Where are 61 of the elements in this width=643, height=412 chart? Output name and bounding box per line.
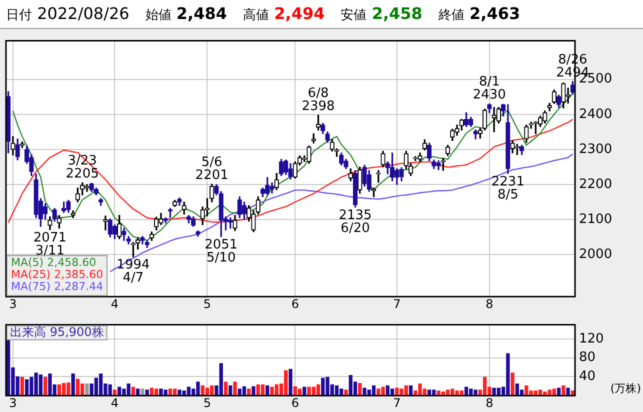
bar — [140, 388, 144, 396]
x-tick-label: 5 — [203, 296, 212, 311]
x-tick-label: 6 — [291, 296, 299, 311]
bar — [510, 372, 514, 396]
bar — [71, 374, 75, 396]
x-tick-label: 3 — [9, 396, 17, 410]
annotation: 2051 5/10 — [204, 238, 238, 266]
bar — [205, 388, 210, 396]
y-tick-label: 2300 — [579, 142, 612, 157]
annotation: 5/6 2201 — [195, 154, 228, 183]
annotation: 8/1 2430 — [472, 74, 506, 103]
bar — [85, 383, 89, 396]
x-tick-label: 5 — [203, 396, 212, 410]
bar — [344, 390, 348, 396]
text: 高値 2,494 — [243, 4, 325, 23]
y-tick-label: 40 — [579, 369, 596, 384]
bar — [94, 378, 98, 396]
annotation: 2135 6/20 — [338, 208, 372, 236]
text: 日付 2022/08/26 — [6, 4, 130, 23]
x-tick-label: 7 — [393, 396, 401, 410]
bar — [316, 384, 320, 396]
y-tick-label: 2000 — [579, 246, 612, 262]
bar — [562, 385, 566, 396]
x-tick-label: 3 — [9, 296, 17, 311]
x-tick-label: 4 — [110, 296, 119, 311]
x-tick-label: 8 — [486, 396, 494, 410]
y-tick-label: 80 — [579, 350, 596, 366]
y-tick-label: 2400 — [579, 106, 612, 122]
bar — [57, 384, 62, 396]
bar — [566, 388, 570, 396]
bar — [260, 384, 265, 396]
y-tick-label: 120 — [579, 331, 604, 346]
x-tick-label: 8 — [486, 296, 494, 311]
candlestick — [566, 88, 570, 104]
text: 終値 2,463 — [438, 4, 520, 23]
text: 安値 2,458 — [340, 4, 422, 23]
x-tick-label: 6 — [291, 396, 299, 410]
bar — [20, 376, 24, 396]
text: 始値 2,484 — [145, 4, 228, 23]
annotation: 2231 8/5 — [491, 174, 524, 202]
series-label: MA(75) 2,287.44 — [11, 280, 104, 293]
bar — [515, 383, 520, 396]
bar — [252, 386, 256, 396]
y-tick-label: 2200 — [579, 176, 612, 192]
annotation: 出来高 95,900株 — [10, 324, 104, 339]
bar — [358, 383, 362, 396]
bar — [233, 382, 237, 396]
y-tick-label: 2100 — [579, 212, 612, 227]
x-tick-label: 4 — [110, 396, 119, 410]
bar — [288, 368, 292, 396]
bar — [556, 388, 561, 396]
annotation: 1994 4/7 — [116, 258, 150, 286]
annotation: 6/8 2398 — [302, 86, 335, 114]
text: MA(25) 2,385.60 — [11, 268, 104, 281]
y-axis-title: (万株) — [610, 382, 641, 395]
bar — [43, 376, 48, 396]
bar — [150, 388, 154, 396]
bar — [76, 378, 80, 396]
bar — [482, 376, 487, 396]
x-tick-label: 7 — [393, 296, 401, 311]
bar — [224, 382, 228, 396]
